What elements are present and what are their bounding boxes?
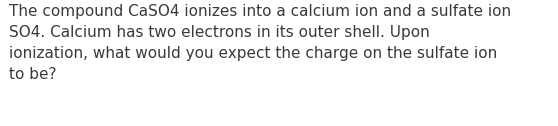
Text: The compound CaSO4 ionizes into a calcium ion and a sulfate ion
SO4. Calcium has: The compound CaSO4 ionizes into a calciu…	[9, 4, 511, 82]
